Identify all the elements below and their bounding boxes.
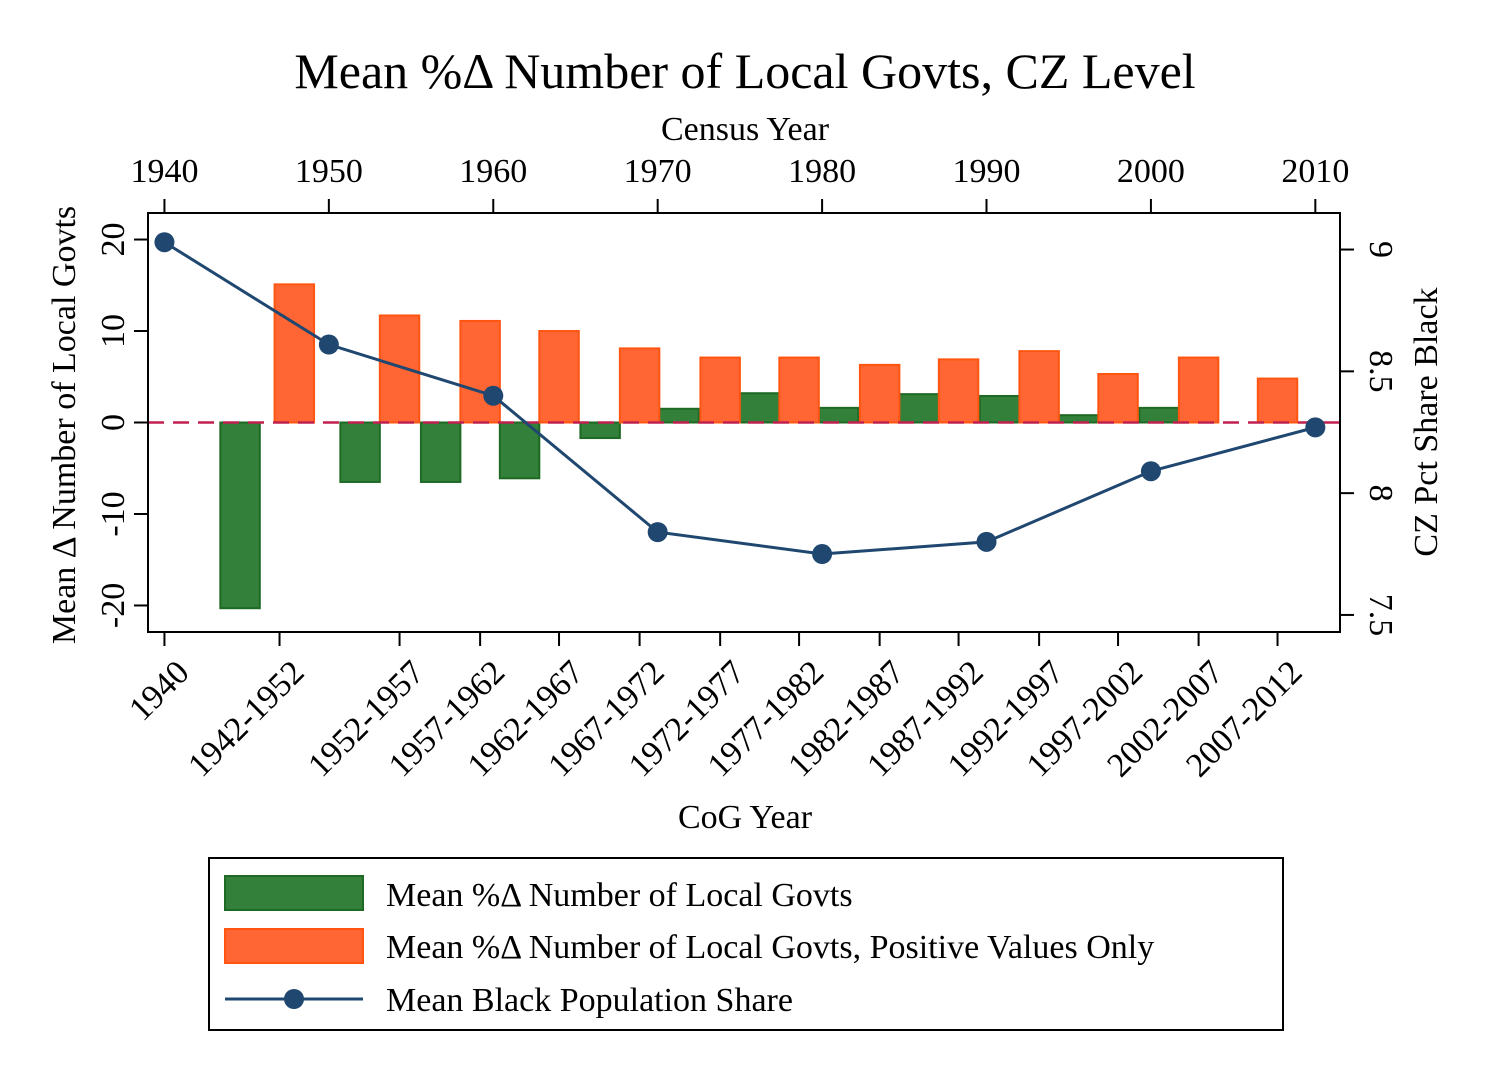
x-top-tick-label: 2000 bbox=[1117, 153, 1185, 190]
x-top-tick-label: 1960 bbox=[459, 153, 527, 190]
x-top-tick-label: 1980 bbox=[788, 153, 856, 190]
point-black-share-3 bbox=[647, 522, 668, 543]
y-left-tick-label: 0 bbox=[95, 414, 132, 431]
legend-swatch-marker bbox=[284, 989, 304, 1009]
bar-series0-3 bbox=[498, 421, 541, 480]
bar-series1-7 bbox=[858, 363, 901, 424]
bar-series1-12 bbox=[1256, 377, 1299, 424]
point-black-share-4 bbox=[812, 544, 833, 565]
chart-title: Mean %Δ Number of Local Govts, CZ Level bbox=[294, 43, 1195, 99]
bar-series0-11 bbox=[1138, 406, 1180, 424]
x-bottom-tick-label: 1940 bbox=[122, 654, 196, 728]
bar-series1-11 bbox=[1177, 356, 1220, 424]
bar-series0-7 bbox=[817, 406, 860, 424]
y-left-tick-label: 10 bbox=[95, 314, 132, 348]
point-black-share-6 bbox=[1140, 461, 1161, 482]
bar-series1-6 bbox=[778, 356, 820, 424]
bar-series1-10 bbox=[1097, 373, 1139, 424]
x-axis-bottom-label: CoG Year bbox=[678, 799, 813, 836]
y-left-tick-label: -10 bbox=[95, 491, 132, 536]
point-black-share-7 bbox=[1305, 417, 1326, 438]
bar-series1-9 bbox=[1018, 350, 1060, 424]
y-right-tick-label: 8.5 bbox=[1362, 350, 1399, 393]
point-black-share-1 bbox=[318, 334, 339, 355]
bar-series0-0 bbox=[219, 421, 261, 610]
y-axis-right-label: CZ Pct Share Black bbox=[1408, 287, 1445, 556]
x-top-tick-label: 2010 bbox=[1281, 153, 1349, 190]
x-bottom-tick-label: 1942-1952 bbox=[181, 654, 311, 784]
legend: Mean %Δ Number of Local Govts Mean %Δ Nu… bbox=[208, 857, 1284, 1031]
legend-label-1: Mean %Δ Number of Local Govts, Positive … bbox=[386, 929, 1154, 966]
bar-series0-2 bbox=[419, 421, 462, 483]
y-left-tick-label: -20 bbox=[95, 583, 132, 628]
legend-label-2: Mean Black Population Share bbox=[386, 982, 793, 1019]
point-black-share-0 bbox=[154, 232, 175, 253]
bar-series1-3 bbox=[538, 330, 580, 424]
legend-swatch-green-bar bbox=[224, 875, 364, 911]
y-left-tick-label: 20 bbox=[95, 223, 132, 257]
legend-swatch-orange-bar bbox=[224, 928, 364, 964]
bar-series1-8 bbox=[937, 358, 980, 424]
y-axis-left-label: Mean Δ Number of Local Govts bbox=[46, 206, 83, 644]
point-black-share-2 bbox=[483, 385, 504, 406]
bar-series0-5 bbox=[658, 407, 700, 424]
line-black-share bbox=[163, 240, 1316, 556]
bar-series1-0 bbox=[273, 283, 316, 424]
y-right-tick-label: 9 bbox=[1362, 241, 1399, 258]
x-top-tick-label: 1940 bbox=[130, 153, 198, 190]
y-right-tick-label: 7.5 bbox=[1362, 594, 1399, 637]
x-top-tick-label: 1990 bbox=[953, 153, 1021, 190]
bar-series0-6 bbox=[738, 392, 781, 424]
legend-label-0: Mean %Δ Number of Local Govts bbox=[386, 877, 853, 914]
bar-series1-2 bbox=[459, 319, 501, 424]
plot-area: -20 -10 0 10 20 7.5 8 8.5 9 1940 1950 1960 1970 1980 1… bbox=[95, 153, 1399, 784]
legend-box bbox=[208, 857, 1284, 1031]
bar-series1-4 bbox=[618, 347, 661, 424]
bar-series1-1 bbox=[378, 314, 421, 424]
x-axis-top-label: Census Year bbox=[661, 111, 830, 148]
point-black-share-5 bbox=[976, 531, 997, 552]
bar-series0-8 bbox=[898, 393, 940, 424]
bar-series0-4 bbox=[579, 421, 621, 440]
bar-series1-5 bbox=[699, 356, 741, 424]
y-right-tick-label: 8 bbox=[1362, 485, 1399, 502]
x-top-tick-label: 1950 bbox=[295, 153, 363, 190]
x-top-tick-label: 1970 bbox=[624, 153, 692, 190]
bar-series0-1 bbox=[339, 421, 381, 483]
bar-series0-9 bbox=[978, 394, 1021, 424]
